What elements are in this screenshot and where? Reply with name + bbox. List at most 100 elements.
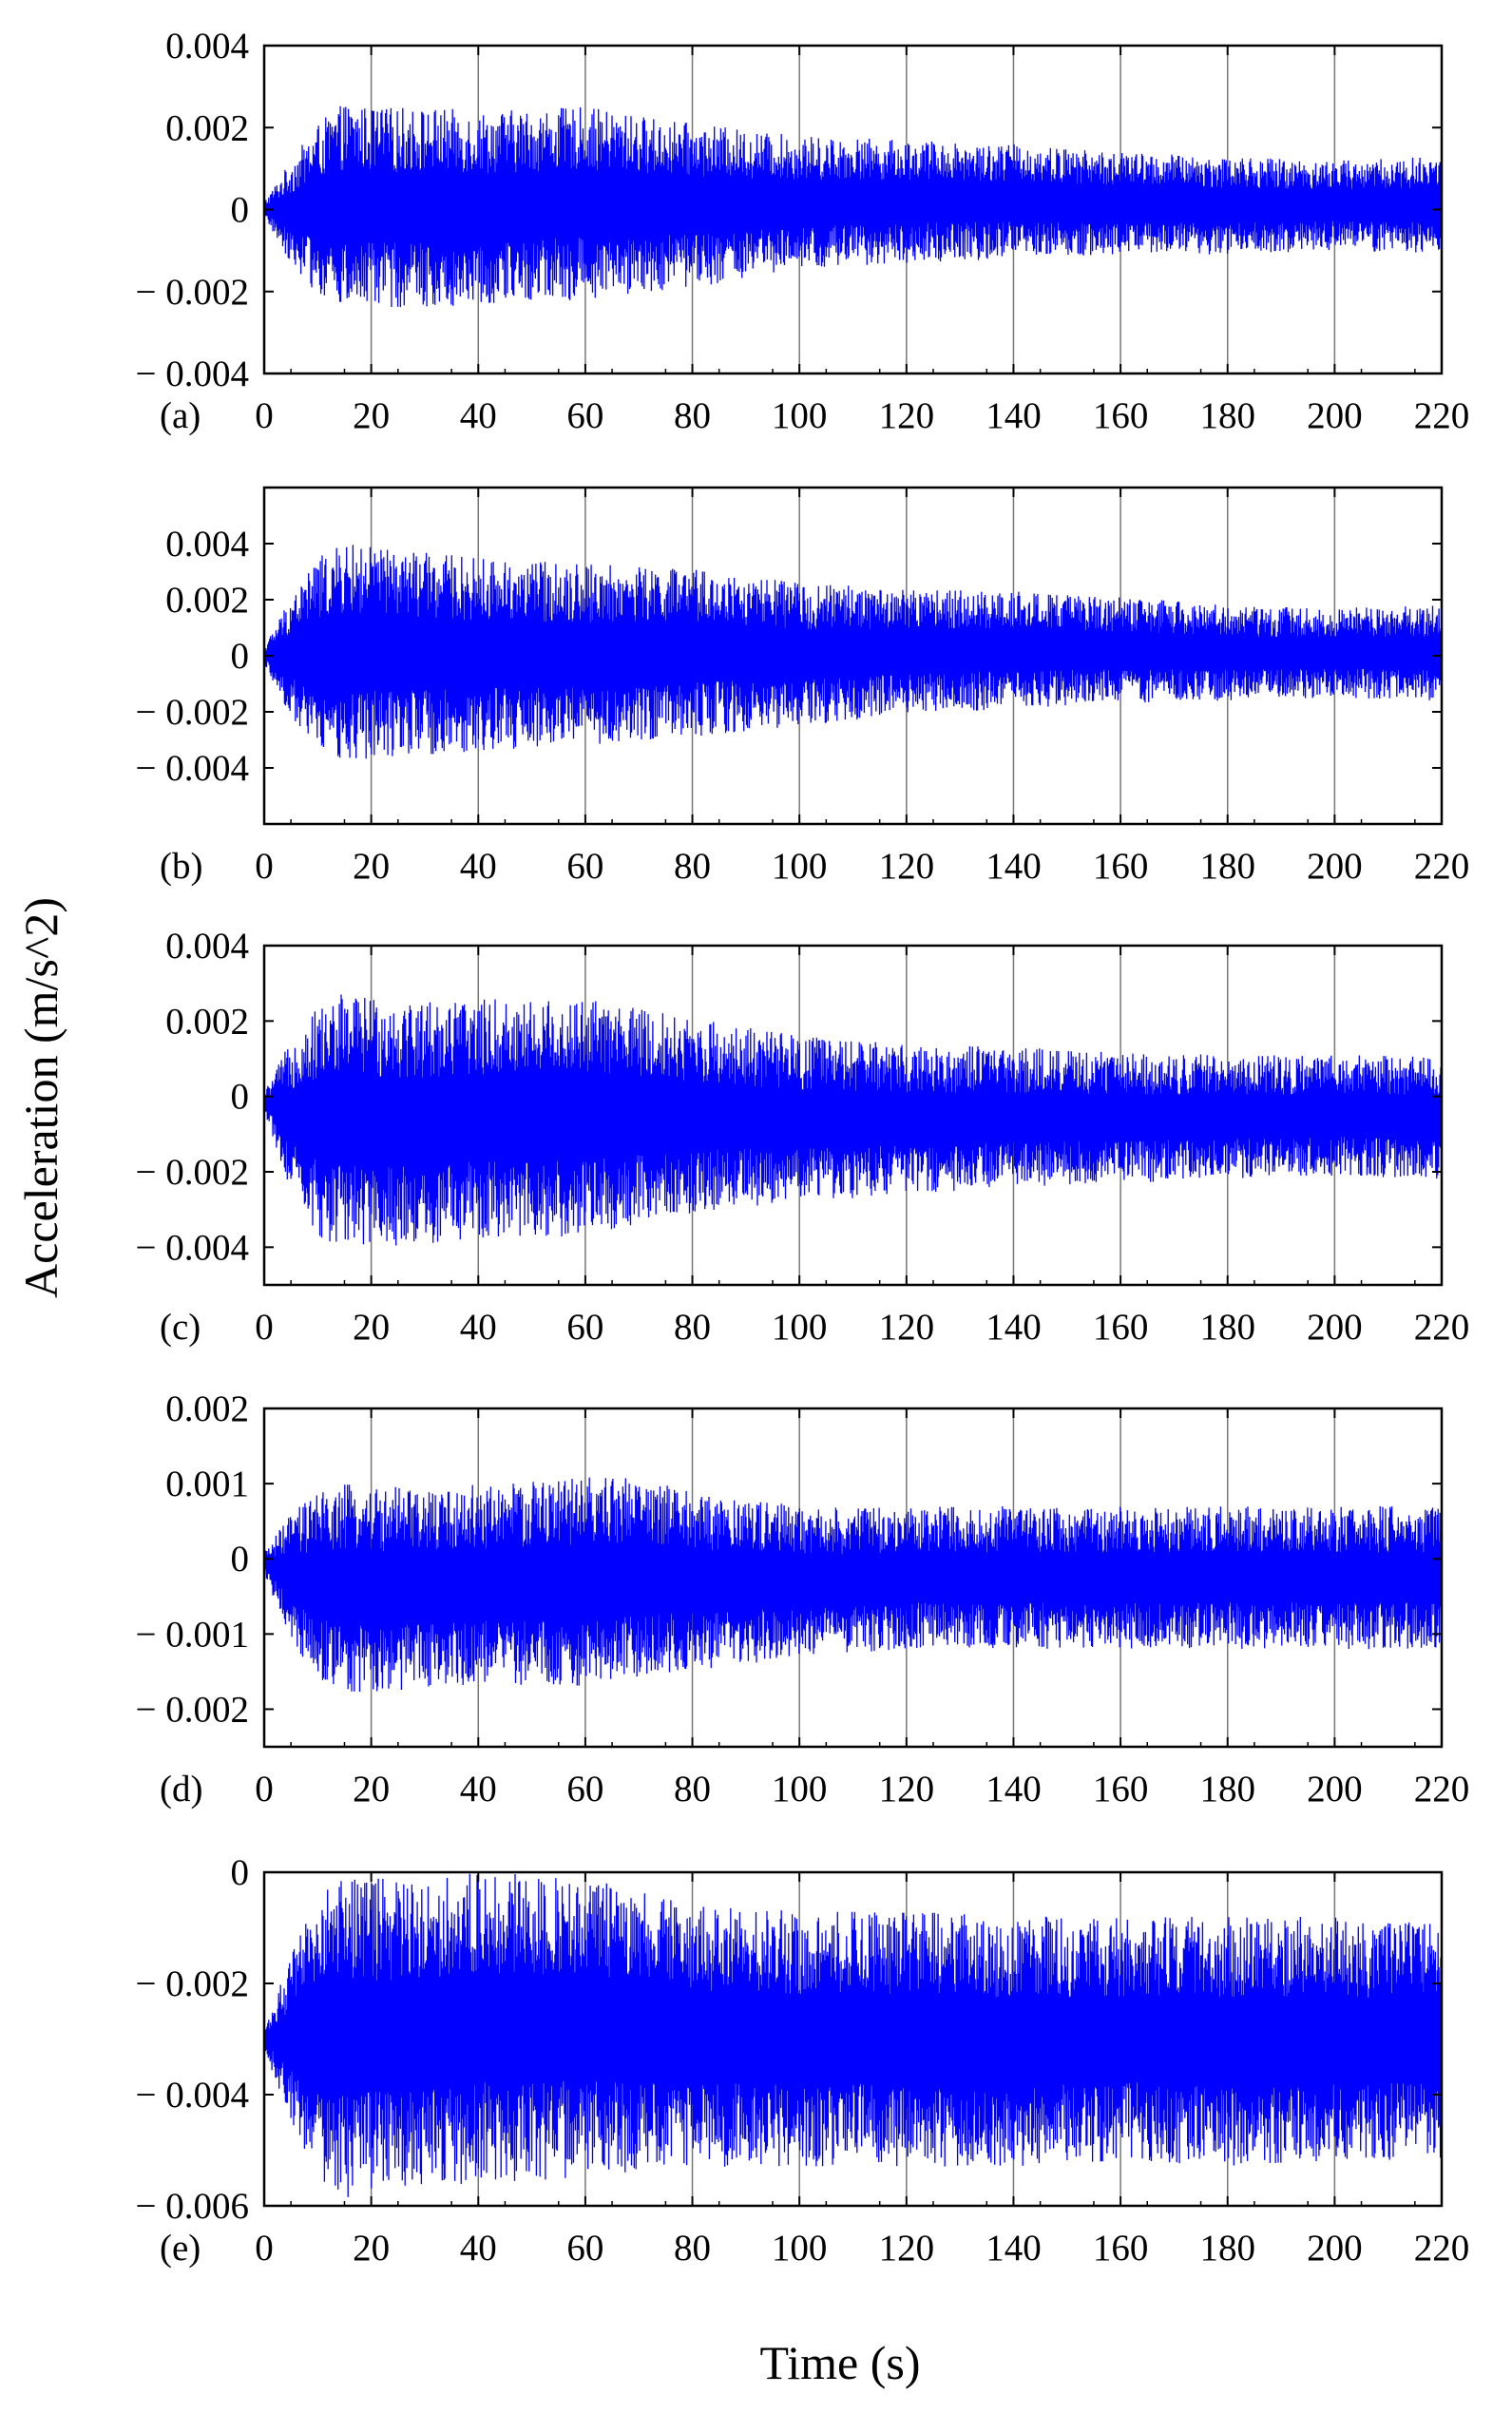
x-tick-label: 0 bbox=[255, 395, 274, 436]
x-tick-label: 140 bbox=[986, 1307, 1042, 1348]
y-tick-label: 0 bbox=[231, 636, 250, 677]
x-tick-label: 200 bbox=[1307, 2228, 1363, 2269]
panels: 0 20 40 60 80 100 120 140 160 180 200 2200.0040.002… bbox=[136, 26, 1470, 2269]
x-tick-label: 200 bbox=[1307, 1307, 1363, 1348]
x-tick-label: 180 bbox=[1199, 2228, 1255, 2269]
x-tick-label: 20 bbox=[353, 846, 390, 887]
y-tick-label: − 0.002 bbox=[136, 1152, 250, 1193]
y-tick-label: 0.002 bbox=[165, 107, 249, 148]
x-tick-label: 20 bbox=[353, 2228, 390, 2269]
x-tick-label: 80 bbox=[674, 1307, 711, 1348]
x-tick-label: 140 bbox=[986, 1769, 1042, 1810]
y-tick-label: − 0.002 bbox=[136, 1963, 250, 2004]
x-tick-label: 220 bbox=[1414, 846, 1470, 887]
y-tick-label: 0 bbox=[231, 190, 250, 231]
x-tick-label: 60 bbox=[566, 2228, 603, 2269]
y-tick-label: 0.002 bbox=[165, 1388, 249, 1429]
panel-label: (d) bbox=[160, 1769, 202, 1810]
x-tick-label: 200 bbox=[1307, 1769, 1363, 1810]
plot-frame bbox=[262, 1407, 1444, 1749]
y-tick-label: − 0.002 bbox=[136, 692, 250, 733]
x-tick-label: 140 bbox=[986, 846, 1042, 887]
x-tick-label: 180 bbox=[1199, 395, 1255, 436]
x-tick-label: 0 bbox=[255, 846, 274, 887]
x-tick-label: 220 bbox=[1414, 395, 1470, 436]
x-tick-label: 120 bbox=[879, 1307, 935, 1348]
series-line bbox=[263, 1477, 1443, 1693]
chart-panel: 0 20 40 60 80 100 120 140 160 180 200 220 0.004 0.002… bbox=[136, 926, 1470, 1348]
y-tick-label: 0.002 bbox=[165, 1001, 249, 1042]
x-tick-label: 60 bbox=[566, 395, 603, 436]
plot-frame bbox=[262, 1870, 1444, 2208]
x-tick-label: 140 bbox=[986, 2228, 1042, 2269]
chart-panel: 0 20 40 60 80 100 120 140 160 180 200 220 0.004 0.002… bbox=[136, 26, 1470, 436]
x-axis-title: Time (s) bbox=[759, 2336, 920, 2389]
x-tick-label: 60 bbox=[566, 1307, 603, 1348]
x-tick-label: 160 bbox=[1093, 1307, 1149, 1348]
x-tick-label: 100 bbox=[772, 2228, 828, 2269]
x-tick-label: 40 bbox=[460, 846, 497, 887]
x-tick-label: 100 bbox=[772, 1307, 828, 1348]
y-tick-label: − 0.004 bbox=[136, 1227, 250, 1268]
x-tick-label: 120 bbox=[879, 2228, 935, 2269]
panel-label: (e) bbox=[160, 2228, 201, 2269]
y-tick-label: − 0.006 bbox=[136, 2186, 250, 2227]
x-tick-label: 20 bbox=[353, 395, 390, 436]
chart-panel: 0 20 40 60 80 100 120 140 160 180 200 220 0.004 0.002… bbox=[136, 486, 1470, 887]
y-tick-label: 0 bbox=[231, 1539, 250, 1580]
x-tick-label: 180 bbox=[1199, 846, 1255, 887]
x-tick-label: 40 bbox=[460, 1307, 497, 1348]
x-tick-label: 120 bbox=[879, 846, 935, 887]
x-tick-label: 120 bbox=[879, 1769, 935, 1810]
x-tick-label: 20 bbox=[353, 1307, 390, 1348]
chart-panel: 0 20 40 60 80 100 120 140 160 180 200 220 0.002 0.001… bbox=[136, 1388, 1470, 1810]
y-tick-label: 0 bbox=[231, 1077, 250, 1118]
x-tick-label: 100 bbox=[772, 846, 828, 887]
x-tick-label: 200 bbox=[1307, 846, 1363, 887]
y-tick-label: − 0.004 bbox=[136, 748, 250, 789]
y-tick-label: 0.004 bbox=[165, 524, 249, 565]
x-tick-label: 80 bbox=[674, 846, 711, 887]
y-tick-label: − 0.004 bbox=[136, 354, 250, 394]
y-tick-label: − 0.001 bbox=[136, 1614, 250, 1655]
x-tick-label: 160 bbox=[1093, 395, 1149, 436]
x-tick-label: 20 bbox=[353, 1769, 390, 1810]
x-tick-label: 220 bbox=[1414, 1307, 1470, 1348]
x-tick-label: 80 bbox=[674, 1769, 711, 1810]
panel-label: (b) bbox=[160, 846, 202, 887]
series-line bbox=[263, 1873, 1443, 2197]
x-tick-label: 40 bbox=[460, 2228, 497, 2269]
panel-label: (a) bbox=[160, 395, 201, 436]
y-tick-label: 0 bbox=[231, 1852, 250, 1893]
y-axis-title: Acceleration (m/s^2) bbox=[14, 897, 67, 1298]
x-tick-label: 180 bbox=[1199, 1769, 1255, 1810]
x-tick-label: 100 bbox=[772, 395, 828, 436]
y-tick-label: 0.004 bbox=[165, 26, 249, 67]
y-tick-label: − 0.002 bbox=[136, 1689, 250, 1730]
x-tick-label: 120 bbox=[879, 395, 935, 436]
series-line bbox=[263, 545, 1443, 759]
x-tick-label: 160 bbox=[1093, 846, 1149, 887]
y-tick-label: − 0.002 bbox=[136, 272, 250, 313]
y-tick-label: − 0.004 bbox=[136, 2075, 250, 2116]
x-tick-label: 140 bbox=[986, 395, 1042, 436]
x-tick-label: 60 bbox=[566, 846, 603, 887]
series-line bbox=[263, 105, 1443, 308]
x-tick-label: 220 bbox=[1414, 1769, 1470, 1810]
y-tick-label: 0.002 bbox=[165, 580, 249, 621]
y-tick-label: 0.001 bbox=[165, 1464, 249, 1504]
x-tick-label: 80 bbox=[674, 395, 711, 436]
y-tick-label: 0.004 bbox=[165, 926, 249, 967]
x-tick-label: 220 bbox=[1414, 2228, 1470, 2269]
chart-panel: 0 20 40 60 80 100 120 140 160 180 200 220 0 − 0.002 − … bbox=[136, 1852, 1470, 2269]
x-tick-label: 40 bbox=[460, 1769, 497, 1810]
x-tick-label: 100 bbox=[772, 1769, 828, 1810]
x-tick-label: 0 bbox=[255, 2228, 274, 2269]
panel-label: (c) bbox=[160, 1307, 201, 1348]
series-line bbox=[263, 994, 1443, 1246]
plot-frame bbox=[262, 944, 1444, 1287]
x-tick-label: 180 bbox=[1199, 1307, 1255, 1348]
x-tick-label: 40 bbox=[460, 395, 497, 436]
